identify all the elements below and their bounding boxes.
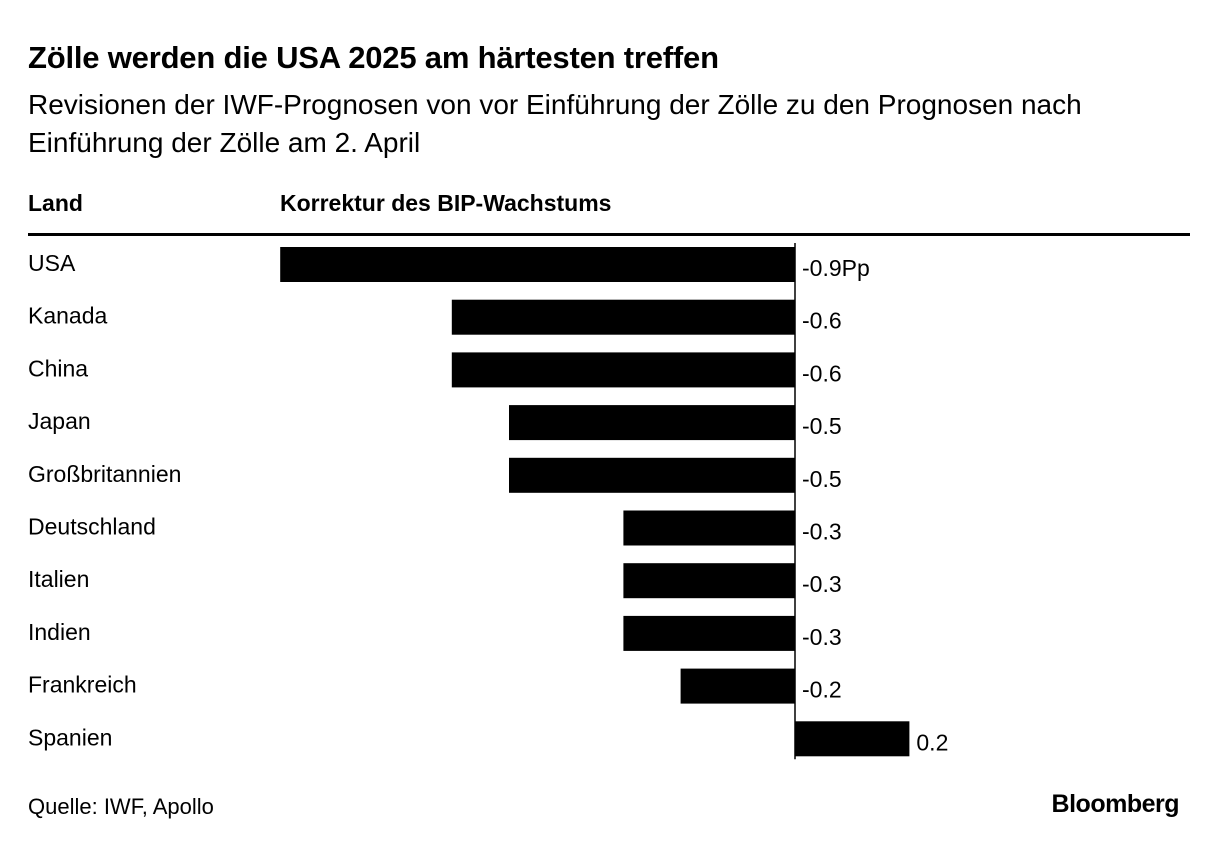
- bar-kanada: [451, 299, 795, 335]
- category-label: Kanada: [28, 303, 108, 329]
- bloomberg-logo: Bloomberg: [1051, 790, 1180, 818]
- column-header-land: Land: [28, 190, 83, 216]
- value-label: -0.5: [802, 413, 842, 439]
- value-label: -0.6: [802, 308, 842, 334]
- category-label: Spanien: [28, 724, 112, 750]
- chart-title: Zölle werden die USA 2025 am härtesten t…: [28, 40, 719, 75]
- category-label: Indien: [28, 619, 91, 645]
- value-label: -0.3: [802, 519, 842, 545]
- chart-subtitle: Revisionen der IWF-Prognosen von vor Ein…: [28, 89, 1082, 158]
- bar-deutschland: [623, 510, 795, 546]
- value-label: -0.2: [802, 677, 842, 703]
- category-label: Japan: [28, 408, 91, 434]
- header-rule: [28, 233, 1190, 236]
- value-label: -0.5: [802, 466, 842, 492]
- category-label: Deutschland: [28, 514, 156, 540]
- value-label: -0.3: [802, 571, 842, 597]
- category-label: Italien: [28, 566, 89, 592]
- category-label: China: [28, 355, 88, 381]
- bar-frankreich: [680, 668, 795, 704]
- source-note: Quelle: IWF, Apollo: [28, 794, 214, 819]
- column-header-value: Korrektur des BIP-Wachstums: [280, 190, 612, 216]
- category-label: Großbritannien: [28, 461, 181, 487]
- value-label: -0.6: [802, 360, 842, 386]
- bar-großbritannien: [509, 457, 795, 493]
- value-label: 0.2: [916, 729, 948, 755]
- bar-japan: [509, 405, 795, 441]
- category-label: Frankreich: [28, 672, 137, 698]
- bar-usa: [280, 247, 795, 282]
- value-label: -0.9Pp: [802, 255, 870, 281]
- bar-italien: [623, 563, 795, 599]
- value-label: -0.3: [802, 624, 842, 650]
- bar-indien: [623, 615, 795, 651]
- bar-spanien: [795, 721, 910, 757]
- category-label: USA: [28, 250, 76, 276]
- bar-china: [451, 352, 795, 388]
